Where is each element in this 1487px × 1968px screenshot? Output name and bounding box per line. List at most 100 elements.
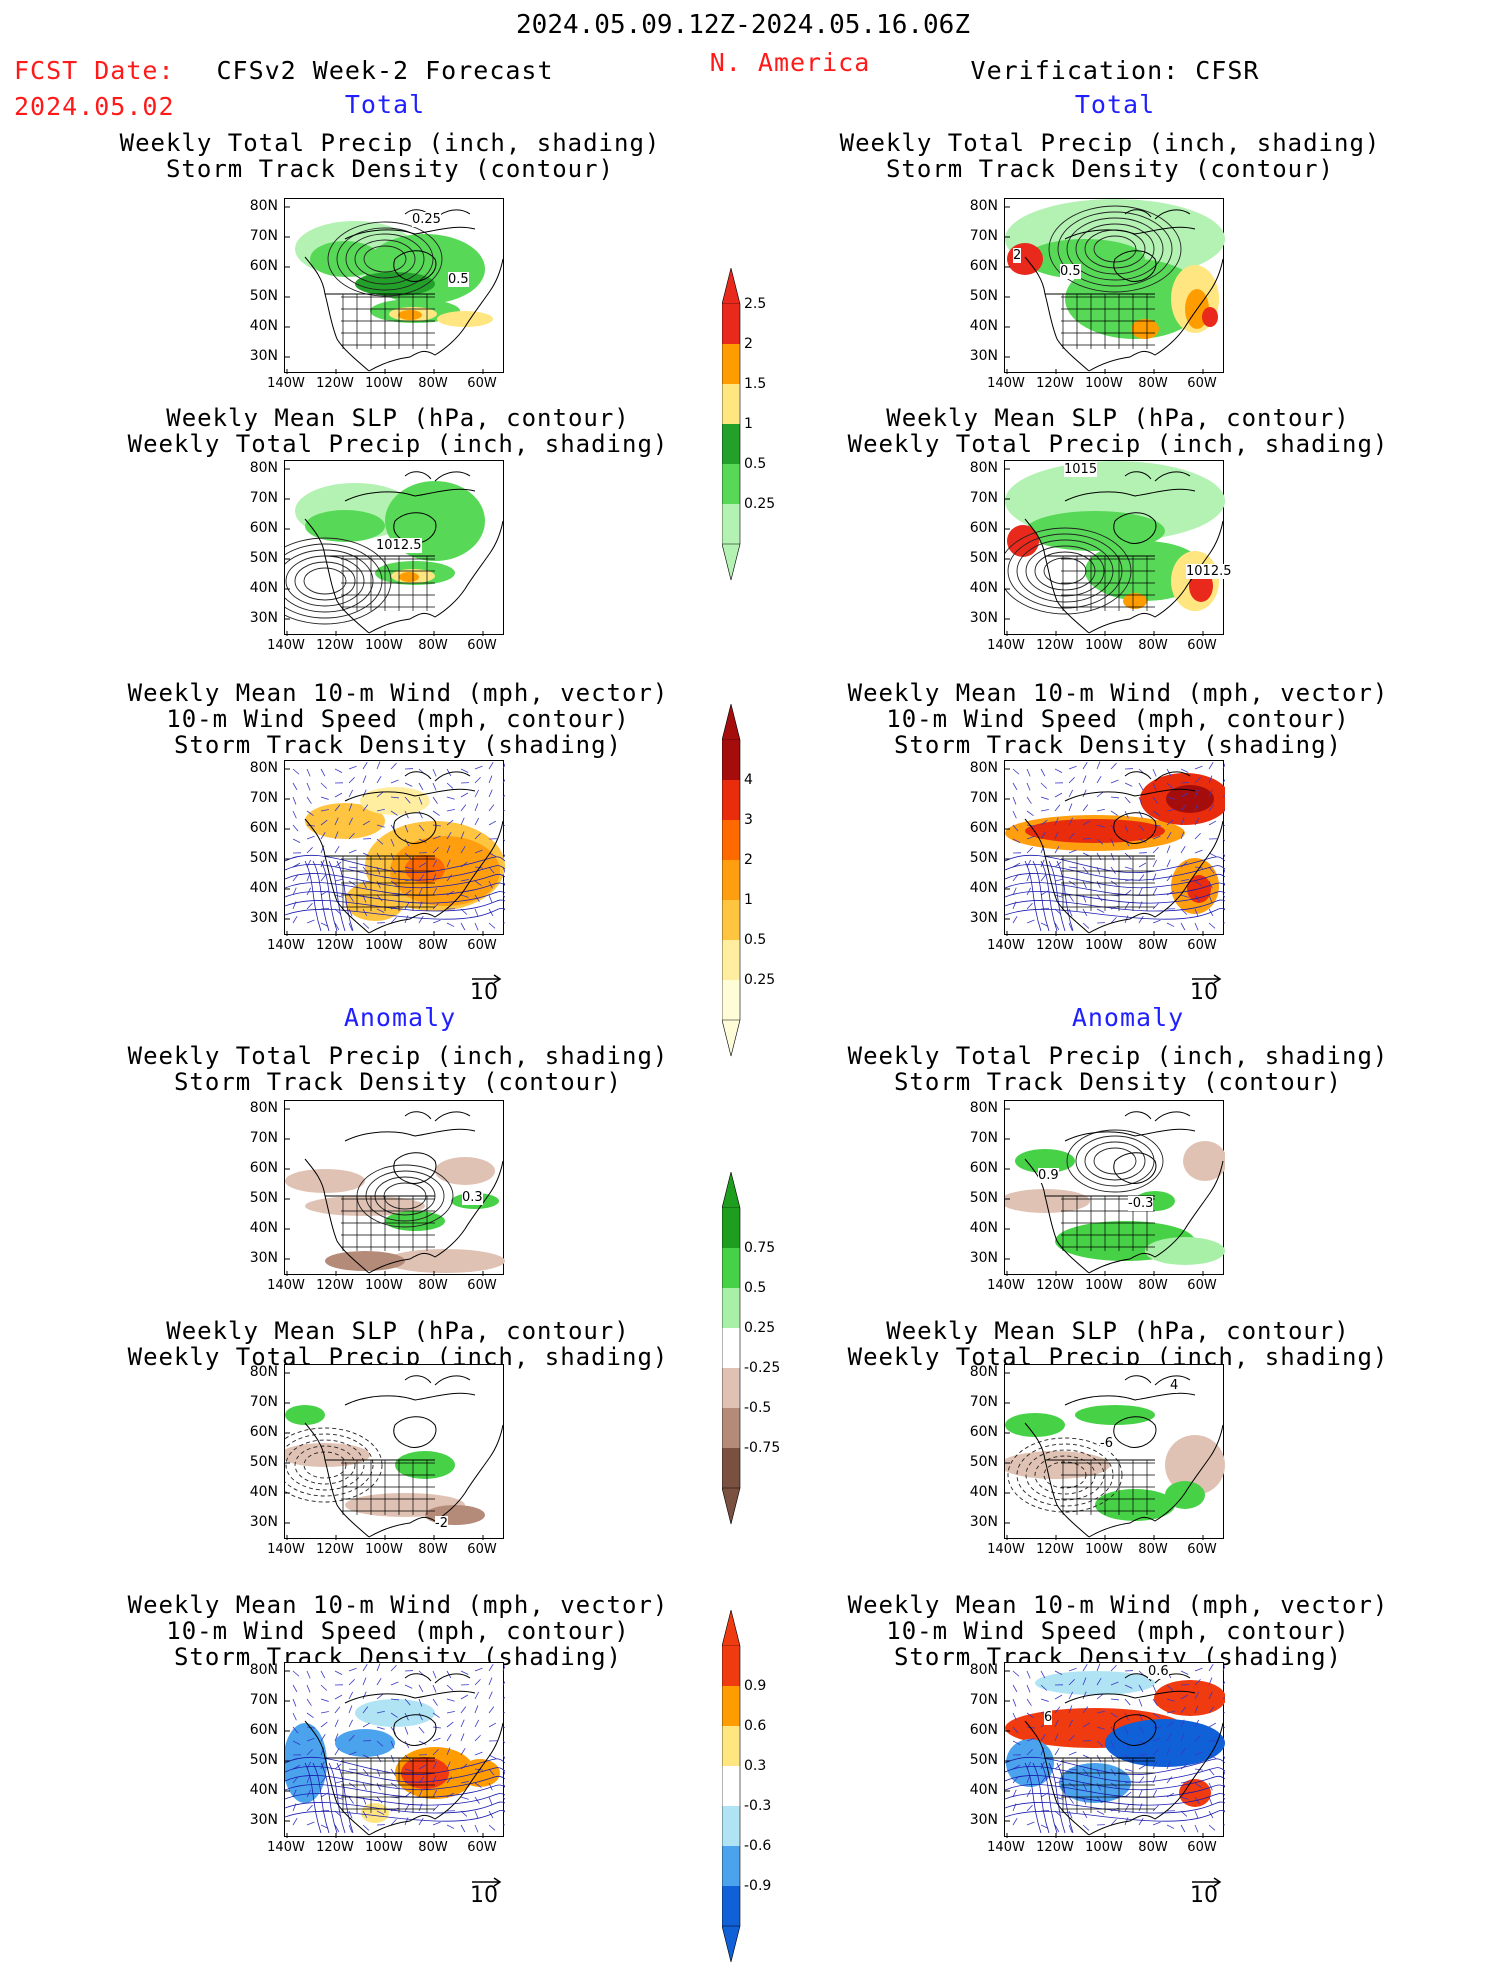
lon-tick-label: 120W xyxy=(1036,1840,1074,1855)
shaded-area xyxy=(1123,593,1147,609)
lat-tick-label: 70N xyxy=(960,1130,998,1146)
lat-tick-label: 40N xyxy=(240,1484,278,1500)
verification-anomaly-label: Anomaly xyxy=(1072,1003,1184,1032)
shaded-area xyxy=(398,310,422,320)
contour-label: -6 xyxy=(1100,1436,1113,1451)
lat-tick-label: 60N xyxy=(240,520,278,536)
verification-total-label: Total xyxy=(1075,90,1155,119)
colorbar-segment xyxy=(722,1288,740,1328)
lon-tick-label: 100W xyxy=(365,638,403,653)
colorbar-graphic xyxy=(722,1610,782,1964)
colorbar-segment xyxy=(722,1328,740,1368)
lon-tick-label: 100W xyxy=(365,938,403,953)
colorbar-graphic xyxy=(722,1172,782,1526)
lat-tick-label: 30N xyxy=(240,910,278,926)
vector-reference: 10 xyxy=(470,970,504,989)
colorbar-segment xyxy=(722,900,740,940)
forecast-total-label: Total xyxy=(345,90,425,119)
colorbar-min-arrow xyxy=(722,1020,740,1056)
panel-title: Weekly Mean SLP (hPa, contour)Weekly Tot… xyxy=(848,1318,1389,1370)
colorbar-label: 1 xyxy=(744,416,753,432)
lon-tick-label: 60W xyxy=(467,376,496,391)
lat-tick-label: 50N xyxy=(960,1190,998,1206)
map-panel-verification-slp-anom xyxy=(1004,1364,1224,1539)
colorbar-label: -0.5 xyxy=(744,1400,771,1416)
lon-tick-label: 140W xyxy=(987,1278,1025,1293)
vector-reference: 10 xyxy=(1190,970,1224,989)
lon-tick-label: 60W xyxy=(1187,1278,1216,1293)
map-panel-forecast-precip-total xyxy=(284,198,504,373)
lat-tick-label: 70N xyxy=(240,1692,278,1708)
lon-tick-label: 80W xyxy=(1138,376,1167,391)
shaded-area xyxy=(325,1251,405,1271)
colorbar-segment xyxy=(722,1766,740,1806)
colorbar-label: 0.25 xyxy=(744,972,775,988)
vector-reference-label: 10 xyxy=(470,1883,498,1908)
colorbar-segment xyxy=(722,1726,740,1766)
map-panel-verification-wind-total xyxy=(1004,760,1224,935)
lon-tick-label: 80W xyxy=(418,1542,447,1557)
colorbar-min-arrow xyxy=(722,1488,740,1524)
lat-tick-label: 60N xyxy=(240,258,278,274)
panel-title: Weekly Total Precip (inch, shading)Storm… xyxy=(128,1043,669,1095)
map-plot xyxy=(285,199,505,374)
lon-tick-label: 120W xyxy=(1036,938,1074,953)
colorbar-segment xyxy=(722,980,740,1020)
verification-title: Verification: CFSR xyxy=(971,56,1260,85)
colorbar-label: 2.5 xyxy=(744,296,766,312)
colorbar-label: 0.9 xyxy=(744,1678,766,1694)
lon-tick-label: 60W xyxy=(1187,1840,1216,1855)
contour-label: -2 xyxy=(435,1516,448,1531)
lon-tick-label: 120W xyxy=(316,1278,354,1293)
map-plot xyxy=(1005,199,1225,374)
lat-tick-label: 80N xyxy=(960,1364,998,1380)
lon-tick-label: 80W xyxy=(418,638,447,653)
shaded-area xyxy=(399,572,419,582)
colorbar-label: -0.3 xyxy=(744,1798,771,1814)
lat-tick-label: 80N xyxy=(240,1100,278,1116)
lat-tick-label: 50N xyxy=(240,288,278,304)
lat-tick-label: 60N xyxy=(960,1424,998,1440)
date-range: 2024.05.09.12Z-2024.05.16.06Z xyxy=(516,10,970,40)
colorbar-segment xyxy=(722,820,740,860)
colorbar-min-arrow xyxy=(722,1926,740,1962)
lon-tick-label: 100W xyxy=(1085,938,1123,953)
colorbar-segment xyxy=(722,464,740,504)
panel-title: Weekly Mean SLP (hPa, contour)Weekly Tot… xyxy=(848,405,1389,457)
region-title: N. America xyxy=(710,48,871,77)
lat-tick-label: 30N xyxy=(960,1812,998,1828)
panel-title: Weekly Mean 10-m Wind (mph, vector)10-m … xyxy=(128,680,669,758)
lat-tick-label: 40N xyxy=(240,318,278,334)
lon-tick-label: 60W xyxy=(1187,376,1216,391)
panel-title: Weekly Mean 10-m Wind (mph, vector)10-m … xyxy=(848,1592,1389,1670)
contour-label: 0.3 xyxy=(462,1190,483,1205)
panel-title: Weekly Total Precip (inch, shading)Storm… xyxy=(848,1043,1389,1095)
contour-label: 1012.5 xyxy=(1186,564,1232,579)
colorbar-segment xyxy=(722,384,740,424)
lat-tick-label: 50N xyxy=(240,1454,278,1470)
lat-tick-label: 70N xyxy=(240,1130,278,1146)
shaded-area xyxy=(1165,1481,1205,1509)
lon-tick-label: 80W xyxy=(1138,1542,1167,1557)
lat-tick-label: 50N xyxy=(960,550,998,566)
contour-label: 0.5 xyxy=(1060,264,1081,279)
lat-tick-label: 40N xyxy=(960,880,998,896)
lat-tick-label: 80N xyxy=(960,198,998,214)
colorbar-segment xyxy=(722,424,740,464)
colorbar-label: 1.5 xyxy=(744,376,766,392)
map-plot xyxy=(285,761,505,936)
lon-tick-label: 140W xyxy=(267,1278,305,1293)
shaded-area xyxy=(285,1405,325,1425)
colorbar-segment xyxy=(722,1208,740,1248)
lat-tick-label: 30N xyxy=(960,348,998,364)
contour-label: 4 xyxy=(1170,1378,1178,1393)
lon-tick-label: 60W xyxy=(1187,638,1216,653)
contour-label: 6 xyxy=(1044,1710,1052,1725)
lat-tick-label: 40N xyxy=(240,880,278,896)
fcst-date-label: FCST Date: xyxy=(14,56,175,85)
lat-tick-label: 40N xyxy=(960,318,998,334)
lon-tick-label: 120W xyxy=(316,376,354,391)
colorbar-label: 0.25 xyxy=(744,496,775,512)
lat-tick-label: 50N xyxy=(960,288,998,304)
